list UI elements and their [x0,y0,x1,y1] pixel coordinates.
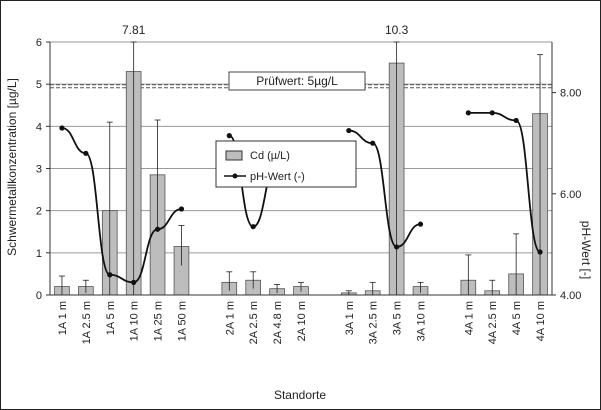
x-tick-label: 3A 1 m [344,301,356,335]
x-tick-label: 1A 50 m [176,301,188,341]
x-tick-label: 4A 1 m [463,301,475,335]
x-tick-label: 2A 2.5 m [248,301,260,344]
x-tick-label: 4A 10 m [535,301,547,341]
y2-axis-title: pH-Wert [-] [579,221,593,279]
bar-value-annotation: 7.81 [122,23,146,37]
x-tick-label: 2A 10 m [296,301,308,341]
reference-label: Prüfwert: 5µg/L [256,74,338,88]
y-tick-label: 3 [36,164,42,176]
x-tick-label: 1A 2.5 m [81,301,93,344]
x-tick-label: 2A 1 m [224,301,236,335]
ph-line [349,131,421,247]
x-tick-label: 4A 2.5 m [487,301,499,344]
x-tick-label: 1A 1 m [57,301,69,335]
legend-label-cd: Cd (µ/L) [250,150,290,162]
y-tick-label: 0 [36,290,42,302]
x-tick-label: 1A 10 m [129,301,141,341]
x-tick-label: 1A 5 m [105,301,117,335]
bar-value-annotation: 10.3 [385,23,409,37]
y-tick-label: 2 [36,206,42,218]
x-tick-label: 3A 10 m [416,301,428,341]
x-axis-title: Standorte [274,388,326,402]
y-tick-label: 1 [36,248,42,260]
y2-tick-label: 6.00 [560,189,581,201]
x-tick-label: 4A 5 m [511,301,523,335]
y-tick-label: 5 [36,79,42,91]
y-tick-label: 6 [36,37,42,49]
y-tick-label: 4 [36,121,42,133]
legend: Cd (µ/L) pH-Wert (-) [216,141,356,187]
x-tick-label: 3A 2.5 m [368,301,380,344]
ph-line [468,113,540,252]
legend-line-marker [233,174,238,179]
x-tick-label: 2A 4.8 m [272,301,284,344]
y2-tick-label: 4.00 [560,290,581,302]
y2-tick-label: 8.00 [560,88,581,100]
legend-bar-swatch [226,151,242,160]
y-axis-title: Schwermetallkonzentration [µg/L] [5,78,19,256]
x-tick-label: 3A 5 m [392,301,404,335]
legend-label-ph: pH-Wert (-) [250,171,305,183]
x-tick-label: 1A 25 m [153,301,165,341]
